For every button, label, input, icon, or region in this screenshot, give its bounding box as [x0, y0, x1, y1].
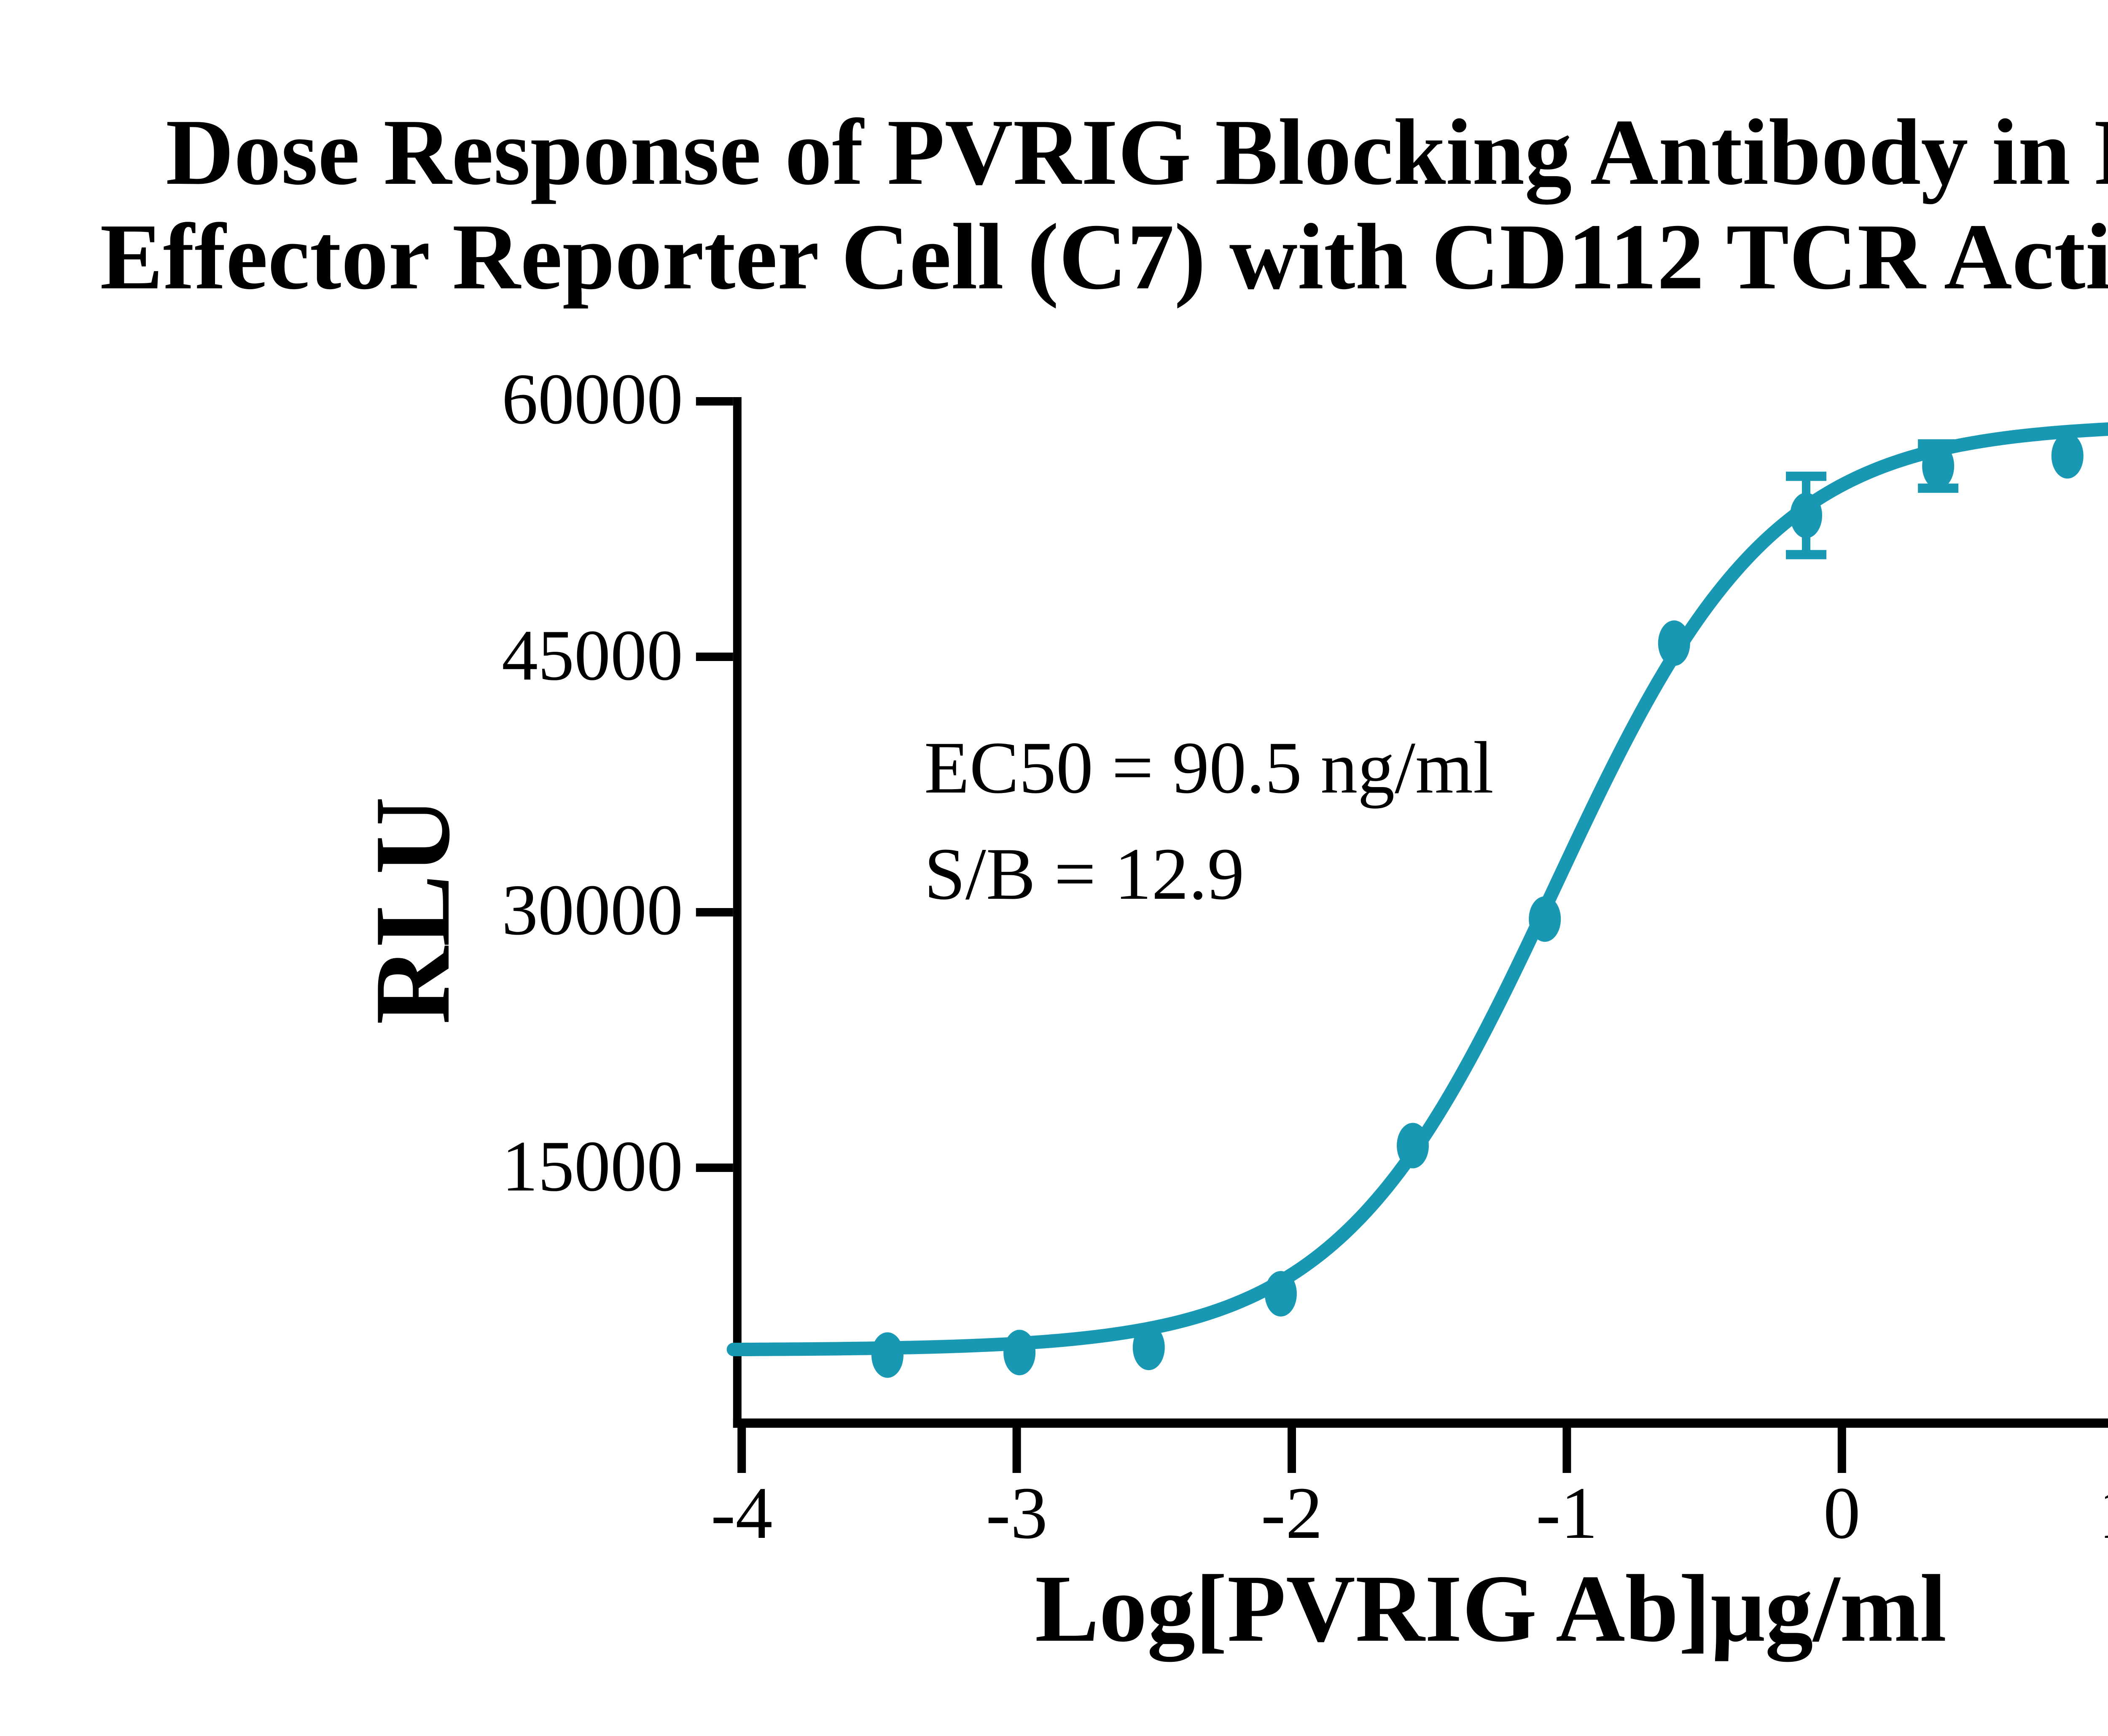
data-point-marker	[1790, 492, 1822, 538]
y-tick-mark	[696, 908, 733, 916]
y-tick-mark	[696, 1164, 733, 1172]
x-tick-label-1: 1	[2049, 1470, 2108, 1556]
data-point-marker	[1922, 443, 1955, 489]
x-axis-line	[733, 1418, 2108, 1428]
fit-annotation: EC50 = 90.5 ng/ml S/B = 12.9	[924, 715, 1494, 927]
y-tick-label-30000: 30000	[502, 872, 683, 951]
axes	[696, 397, 2108, 1473]
x-tick-mark	[1012, 1427, 1021, 1473]
data-point-marker	[1397, 1123, 1429, 1169]
y-tick-mark	[696, 397, 733, 406]
data-point-marker	[871, 1332, 903, 1378]
y-tick-label-60000: 60000	[502, 361, 683, 440]
page-title-line-1: Dose Response of PVRIG Blocking Antibody…	[166, 101, 2108, 206]
data-point-marker	[1658, 620, 1690, 666]
fit-curve-line	[726, 422, 2108, 1357]
x-tick-mark	[1288, 1427, 1296, 1473]
data-point-marker	[1264, 1271, 1297, 1317]
y-tick-label-15000: 15000	[502, 1127, 683, 1207]
data-point-marker	[2051, 433, 2084, 479]
x-tick-label-neg4: -4	[710, 1472, 773, 1555]
y-tick-label-45000: 45000	[502, 616, 683, 696]
y-axis-line	[733, 397, 742, 1428]
x-tick-label-neg2: -2	[1261, 1472, 1323, 1555]
ec50-annotation: EC50 = 90.5 ng/ml	[924, 727, 1494, 809]
x-tick-mark	[1837, 1427, 1846, 1473]
y-tick-mark	[696, 653, 733, 661]
x-tick-label-0: 0	[1823, 1472, 1861, 1555]
x-tick-label-neg1: -1	[1536, 1472, 1598, 1555]
sb-annotation: S/B = 12.9	[924, 833, 1245, 916]
error-bar-cap	[1785, 550, 1826, 559]
data-point-marker	[1003, 1330, 1036, 1376]
data-point-marker	[1529, 896, 1561, 942]
x-tick-label-neg3: -3	[986, 1472, 1048, 1555]
data-point-marker	[1132, 1325, 1165, 1371]
x-tick-mark	[737, 1427, 746, 1473]
error-bar-cap	[1785, 471, 1826, 481]
page-title: Dose Response of PVRIG Blocking Antibody…	[0, 101, 2108, 310]
page-title-line-2: Effector Reporter Cell (C7) with CD112 T…	[100, 206, 2108, 310]
x-axis-label: Log[PVRIG Ab]μg/ml	[1035, 1556, 1947, 1663]
data-points	[871, 433, 2084, 1378]
x-tick-mark	[1562, 1427, 1571, 1473]
